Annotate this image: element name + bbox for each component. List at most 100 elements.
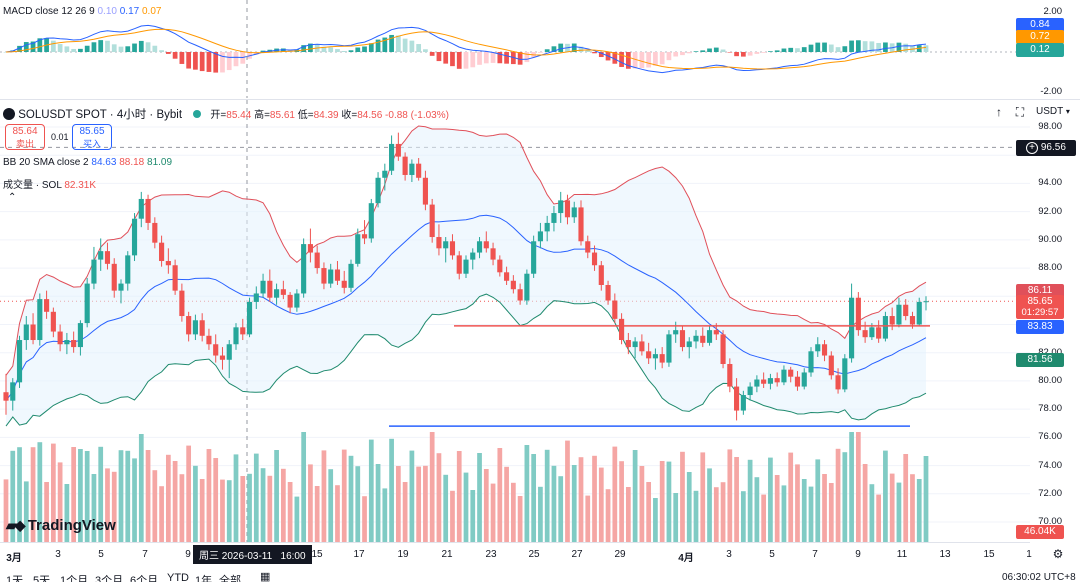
candle-body: [152, 222, 158, 243]
candle-body: [91, 259, 97, 284]
volume-legend[interactable]: 成交量 · SOL 82.31K: [3, 176, 96, 191]
time-axis-label: 9: [855, 549, 861, 560]
buy-price: 85.65: [79, 126, 105, 137]
volume-bar: [497, 448, 503, 542]
period-button[interactable]: 3个月: [95, 575, 124, 582]
period-button[interactable]: 5天: [33, 575, 51, 582]
candle-body: [564, 200, 571, 218]
macd-histogram-bar: [308, 43, 313, 52]
volume-bar: [740, 491, 746, 542]
tradingview-logo[interactable]: ▰◆ TradingView: [6, 517, 116, 534]
time-axis-label: 5: [769, 549, 775, 560]
volume-bar: [3, 479, 9, 542]
candle-body: [666, 334, 672, 363]
volume-bar: [605, 489, 611, 542]
volume-bar: [483, 469, 489, 542]
candle-body: [835, 375, 841, 390]
volume-bar: [625, 487, 631, 542]
period-button[interactable]: 1个月: [60, 575, 89, 582]
buy-button[interactable]: 85.65 买入: [72, 124, 112, 150]
macd-histogram-bar: [883, 42, 888, 52]
volume-bar: [382, 488, 388, 542]
macd-histogram-bar: [213, 52, 219, 73]
candle-body: [321, 268, 327, 284]
macd-pane[interactable]: [0, 0, 1030, 98]
price-axis-label: 78.00: [1038, 403, 1062, 415]
candle-body: [761, 379, 767, 384]
time-axis-label: 27: [571, 549, 583, 560]
bb-legend[interactable]: BB 20 SMA close 2 84.63 88.18 81.09: [3, 157, 172, 168]
macd-histogram-bar: [896, 42, 902, 52]
fullscreen-icon[interactable]: ⛶: [1015, 105, 1025, 119]
macd-histogram-bar: [510, 52, 516, 65]
candle-body: [84, 283, 90, 324]
macd-histogram-bar: [720, 49, 726, 52]
macd-histogram-bar: [707, 48, 712, 52]
macd-histogram-bar: [172, 52, 178, 59]
candle-body: [625, 340, 631, 348]
macd-histogram-bar: [835, 47, 841, 52]
candle-body: [571, 207, 577, 218]
period-button[interactable]: 1天: [6, 575, 24, 582]
volume-bar: [328, 469, 334, 542]
calendar-icon[interactable]: ▦: [260, 571, 271, 582]
collapse-icon[interactable]: ⌃: [8, 192, 17, 203]
volume-bar: [91, 474, 97, 542]
candle-body: [267, 280, 273, 298]
volume-bar: [470, 490, 476, 542]
candle-body: [591, 252, 598, 266]
candle-body: [179, 290, 185, 317]
macd-histogram-bar: [30, 41, 36, 52]
candle-body: [355, 234, 361, 264]
candle-body: [98, 251, 104, 260]
period-button[interactable]: 1年: [195, 575, 213, 582]
candle-body: [558, 200, 564, 214]
candle-body: [537, 231, 543, 242]
arrow-up-icon[interactable]: ↑: [996, 105, 1002, 119]
macd-histogram-bar: [869, 41, 875, 52]
volume-bar: [808, 486, 814, 542]
macd-histogram-bar: [111, 44, 117, 52]
volume-bar: [389, 438, 394, 542]
candle-body: [463, 259, 469, 274]
time-axis-label: 7: [812, 549, 818, 560]
macd-legend[interactable]: MACD close 12 26 9 0.10 0.17 0.07: [3, 6, 161, 17]
candle-body: [246, 301, 253, 335]
settings-icon[interactable]: ⚙: [1052, 547, 1064, 561]
volume-bar: [822, 474, 827, 542]
volume-bar: [260, 468, 266, 542]
close-label: 收=: [341, 110, 358, 121]
clock: 06:30:02 UTC+8: [1002, 572, 1076, 582]
period-button[interactable]: YTD: [167, 572, 189, 582]
period-button[interactable]: 6个月: [130, 575, 159, 582]
price-axis-label: 82.00: [1022, 347, 1062, 358]
macd-histogram-bar: [301, 45, 307, 52]
volume-bar: [84, 451, 90, 542]
change-value: -0.88 (-1.03%): [385, 110, 449, 121]
pane-divider[interactable]: [0, 99, 1080, 100]
volume-bar: [240, 476, 246, 542]
volume-bar: [429, 432, 435, 542]
currency-select[interactable]: USDT ▾: [1036, 106, 1070, 117]
candle-body: [240, 327, 246, 335]
macd-label: MACD close 12 26 9: [3, 6, 95, 17]
candle-body: [138, 198, 144, 219]
macd-histogram-bar: [842, 46, 848, 52]
crosshair-price-tag: + 96.56: [1016, 140, 1076, 156]
candle-body: [578, 207, 584, 242]
price-axis-label: 90.00: [1038, 233, 1062, 245]
volume-bar: [876, 494, 882, 542]
bb-lower-line: [5, 293, 927, 427]
period-button[interactable]: 全部: [219, 575, 241, 582]
candle-body: [767, 378, 773, 384]
candle-body: [828, 355, 834, 376]
volume-bar: [436, 453, 442, 542]
time-axis[interactable]: [0, 542, 1030, 562]
sell-button[interactable]: 85.64 卖出: [5, 124, 45, 150]
price-chart[interactable]: [0, 100, 1030, 542]
time-axis-label: 7: [142, 549, 148, 560]
macd-histogram-bar: [125, 46, 131, 52]
macd-histogram-bar: [321, 46, 327, 52]
macd-histogram-bar: [138, 40, 144, 52]
symbol-legend[interactable]: SOLUSDT SPOT · 4小时 · Bybit 开=85.44 高=85.…: [3, 106, 449, 122]
